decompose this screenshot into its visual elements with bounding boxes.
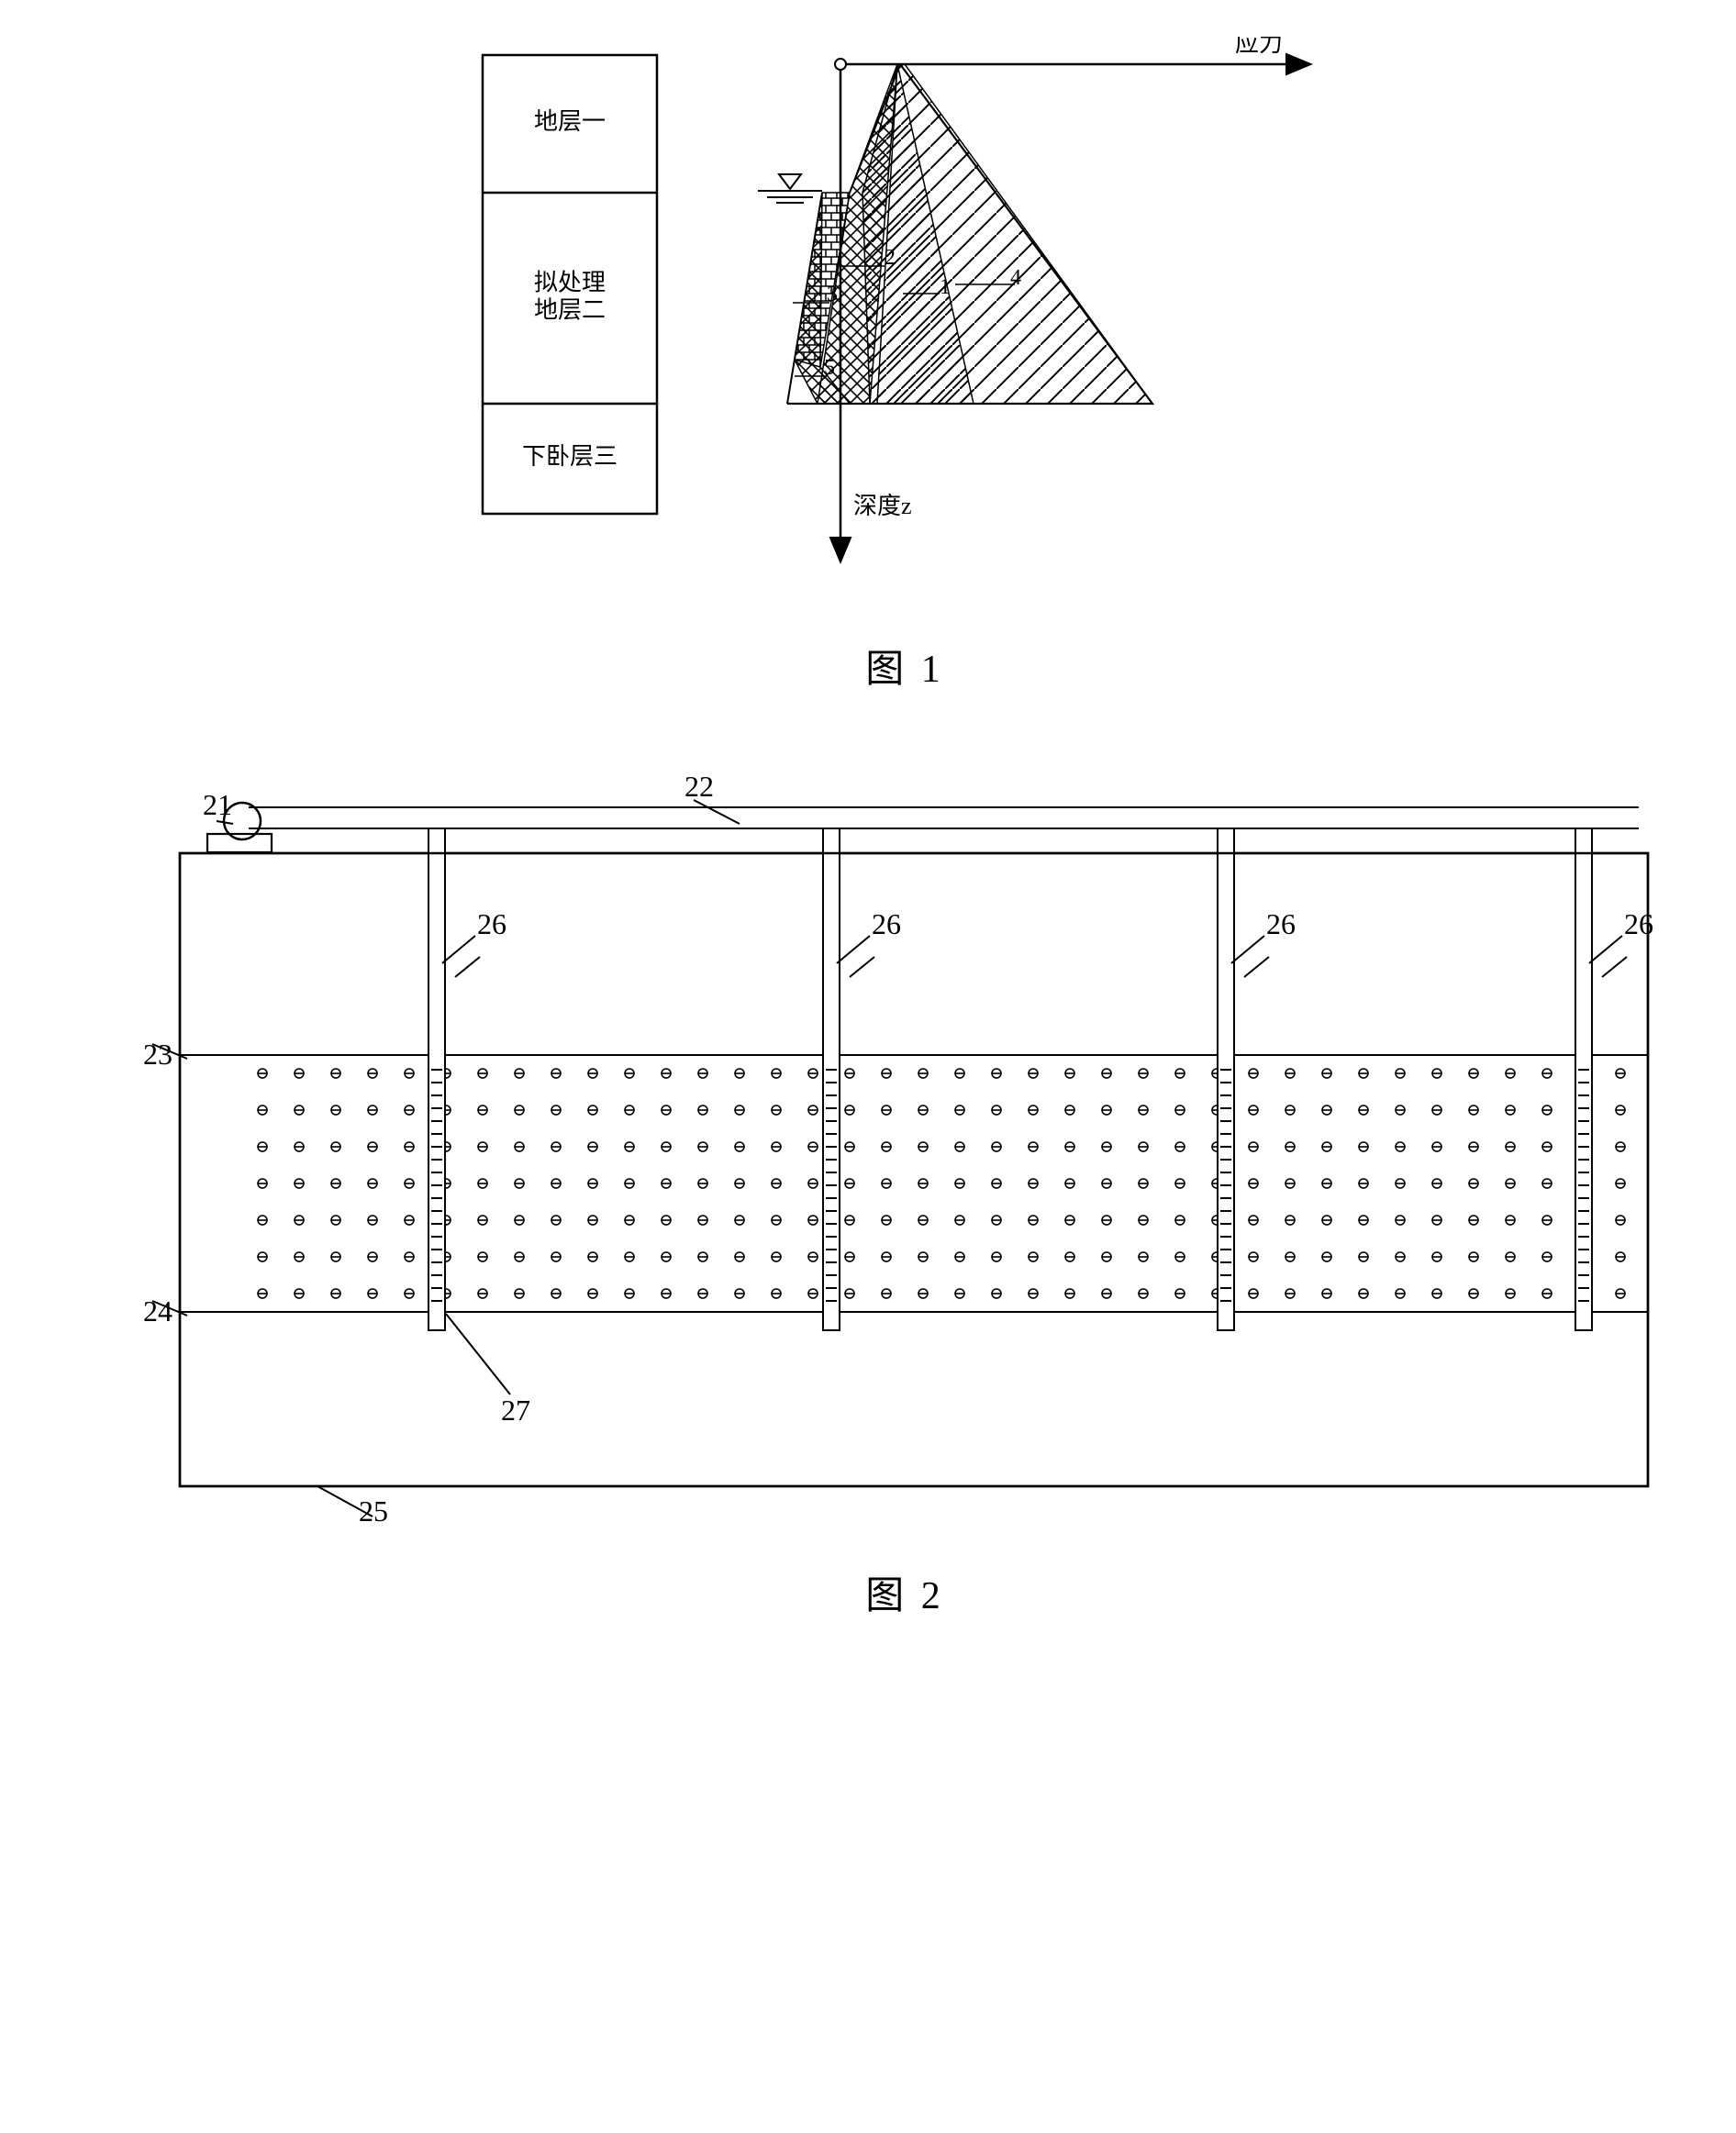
pump-base (207, 834, 272, 852)
pipe-label: 26 (477, 907, 506, 940)
well-pipe (823, 828, 840, 1330)
figure-2-caption: 图 2 (125, 1564, 1685, 1620)
strat-label: 下卧层三 (522, 443, 618, 470)
strat-label: 地层一 (534, 108, 606, 135)
region-label: 1 (940, 275, 951, 299)
strat-label: 拟处理 (534, 270, 606, 296)
strat-label: 地层二 (534, 297, 606, 324)
region-label: 5 (824, 356, 835, 380)
region-label: 2 (885, 246, 896, 270)
water-table-icon (779, 174, 801, 189)
well-pipe (1218, 828, 1234, 1330)
figure-2-svg: 23242522212626262627 (125, 752, 1685, 1532)
pump-label: 21 (203, 788, 232, 821)
figure-1-svg: 地层一拟处理地层二下卧层三应力深度z41235 (446, 37, 1363, 605)
layer-label: 24 (143, 1294, 172, 1328)
bottom-label: 25 (359, 1494, 388, 1528)
z-axis-label: 深度z (853, 493, 912, 519)
well-pipe (428, 828, 445, 1330)
origin-marker (835, 59, 846, 70)
pipe-label: 26 (872, 907, 901, 940)
soil-frame (180, 853, 1648, 1486)
header-pipe-label: 22 (684, 770, 714, 803)
slot-label: 27 (501, 1394, 530, 1427)
figure-1-caption: 图 1 (446, 638, 1363, 694)
pipe-label: 26 (1266, 907, 1296, 940)
layer-label: 23 (143, 1038, 172, 1071)
region-label: 4 (1010, 266, 1021, 290)
figure-1: 地层一拟处理地层二下卧层三应力深度z41235 图 1 (446, 37, 1363, 679)
figure-2: 23242522212626262627 图 2 (125, 752, 1685, 1560)
well-pipe (1575, 828, 1592, 1330)
x-axis-label: 应力 (1235, 37, 1283, 57)
